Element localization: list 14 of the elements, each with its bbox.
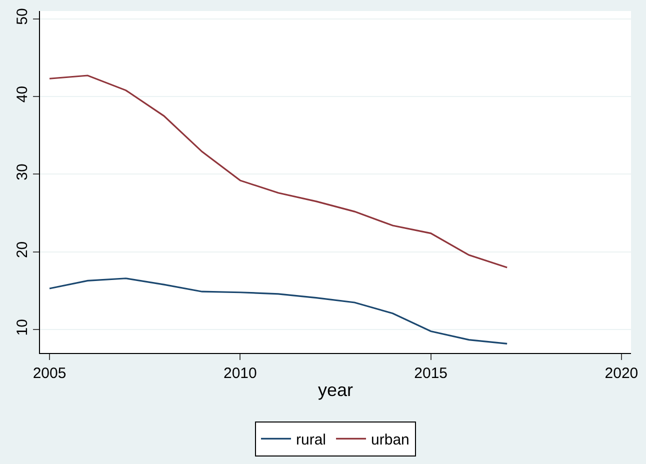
- legend-label: urban: [371, 432, 410, 448]
- line-series: [48, 278, 508, 344]
- line-series: [48, 74, 508, 268]
- y-tick-label: 40: [14, 86, 31, 103]
- x-tick-label: 2020: [604, 365, 638, 382]
- y-tick-label: 50: [14, 8, 31, 25]
- x-tick-label: 2015: [414, 365, 448, 382]
- x-axis-title: year: [318, 380, 354, 400]
- x-tick-label: 2005: [32, 365, 66, 382]
- legend-label: rural: [296, 432, 326, 448]
- y-tick-label: 30: [14, 164, 31, 180]
- y-tick-label: 20: [14, 241, 31, 258]
- x-tick-label: 2010: [223, 365, 257, 382]
- y-tick-label: 10: [14, 319, 31, 336]
